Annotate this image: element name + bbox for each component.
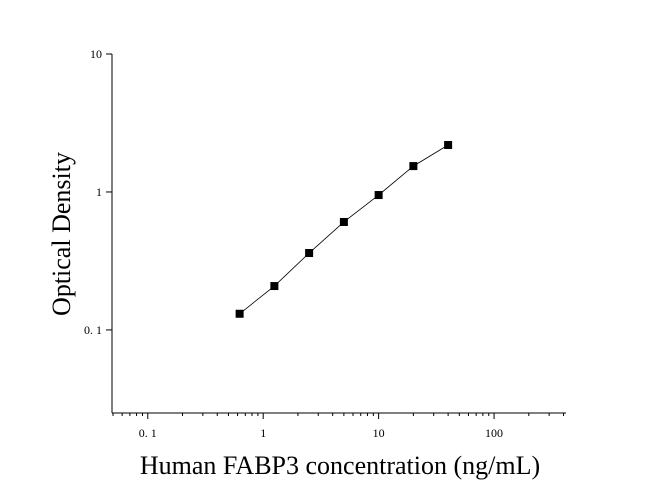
x-axis-title: Human FABP3 concentration (ng/mL) bbox=[140, 451, 540, 480]
point bbox=[235, 309, 244, 318]
x-tick-label: 10 bbox=[373, 426, 385, 440]
point bbox=[374, 191, 383, 200]
y-tick-label: 10 bbox=[90, 47, 102, 61]
y-tick-label: 1 bbox=[96, 185, 102, 199]
y-tick-label: 0. 1 bbox=[84, 323, 102, 337]
point bbox=[339, 217, 348, 226]
x-tick-label: 1 bbox=[260, 426, 266, 440]
point bbox=[270, 282, 279, 291]
point bbox=[409, 162, 418, 171]
point bbox=[444, 140, 453, 149]
x-tick-label: 100 bbox=[485, 426, 503, 440]
point bbox=[305, 249, 314, 258]
y-axis-title: Optical Density bbox=[47, 152, 76, 316]
x-tick-label: 0. 1 bbox=[139, 426, 157, 440]
